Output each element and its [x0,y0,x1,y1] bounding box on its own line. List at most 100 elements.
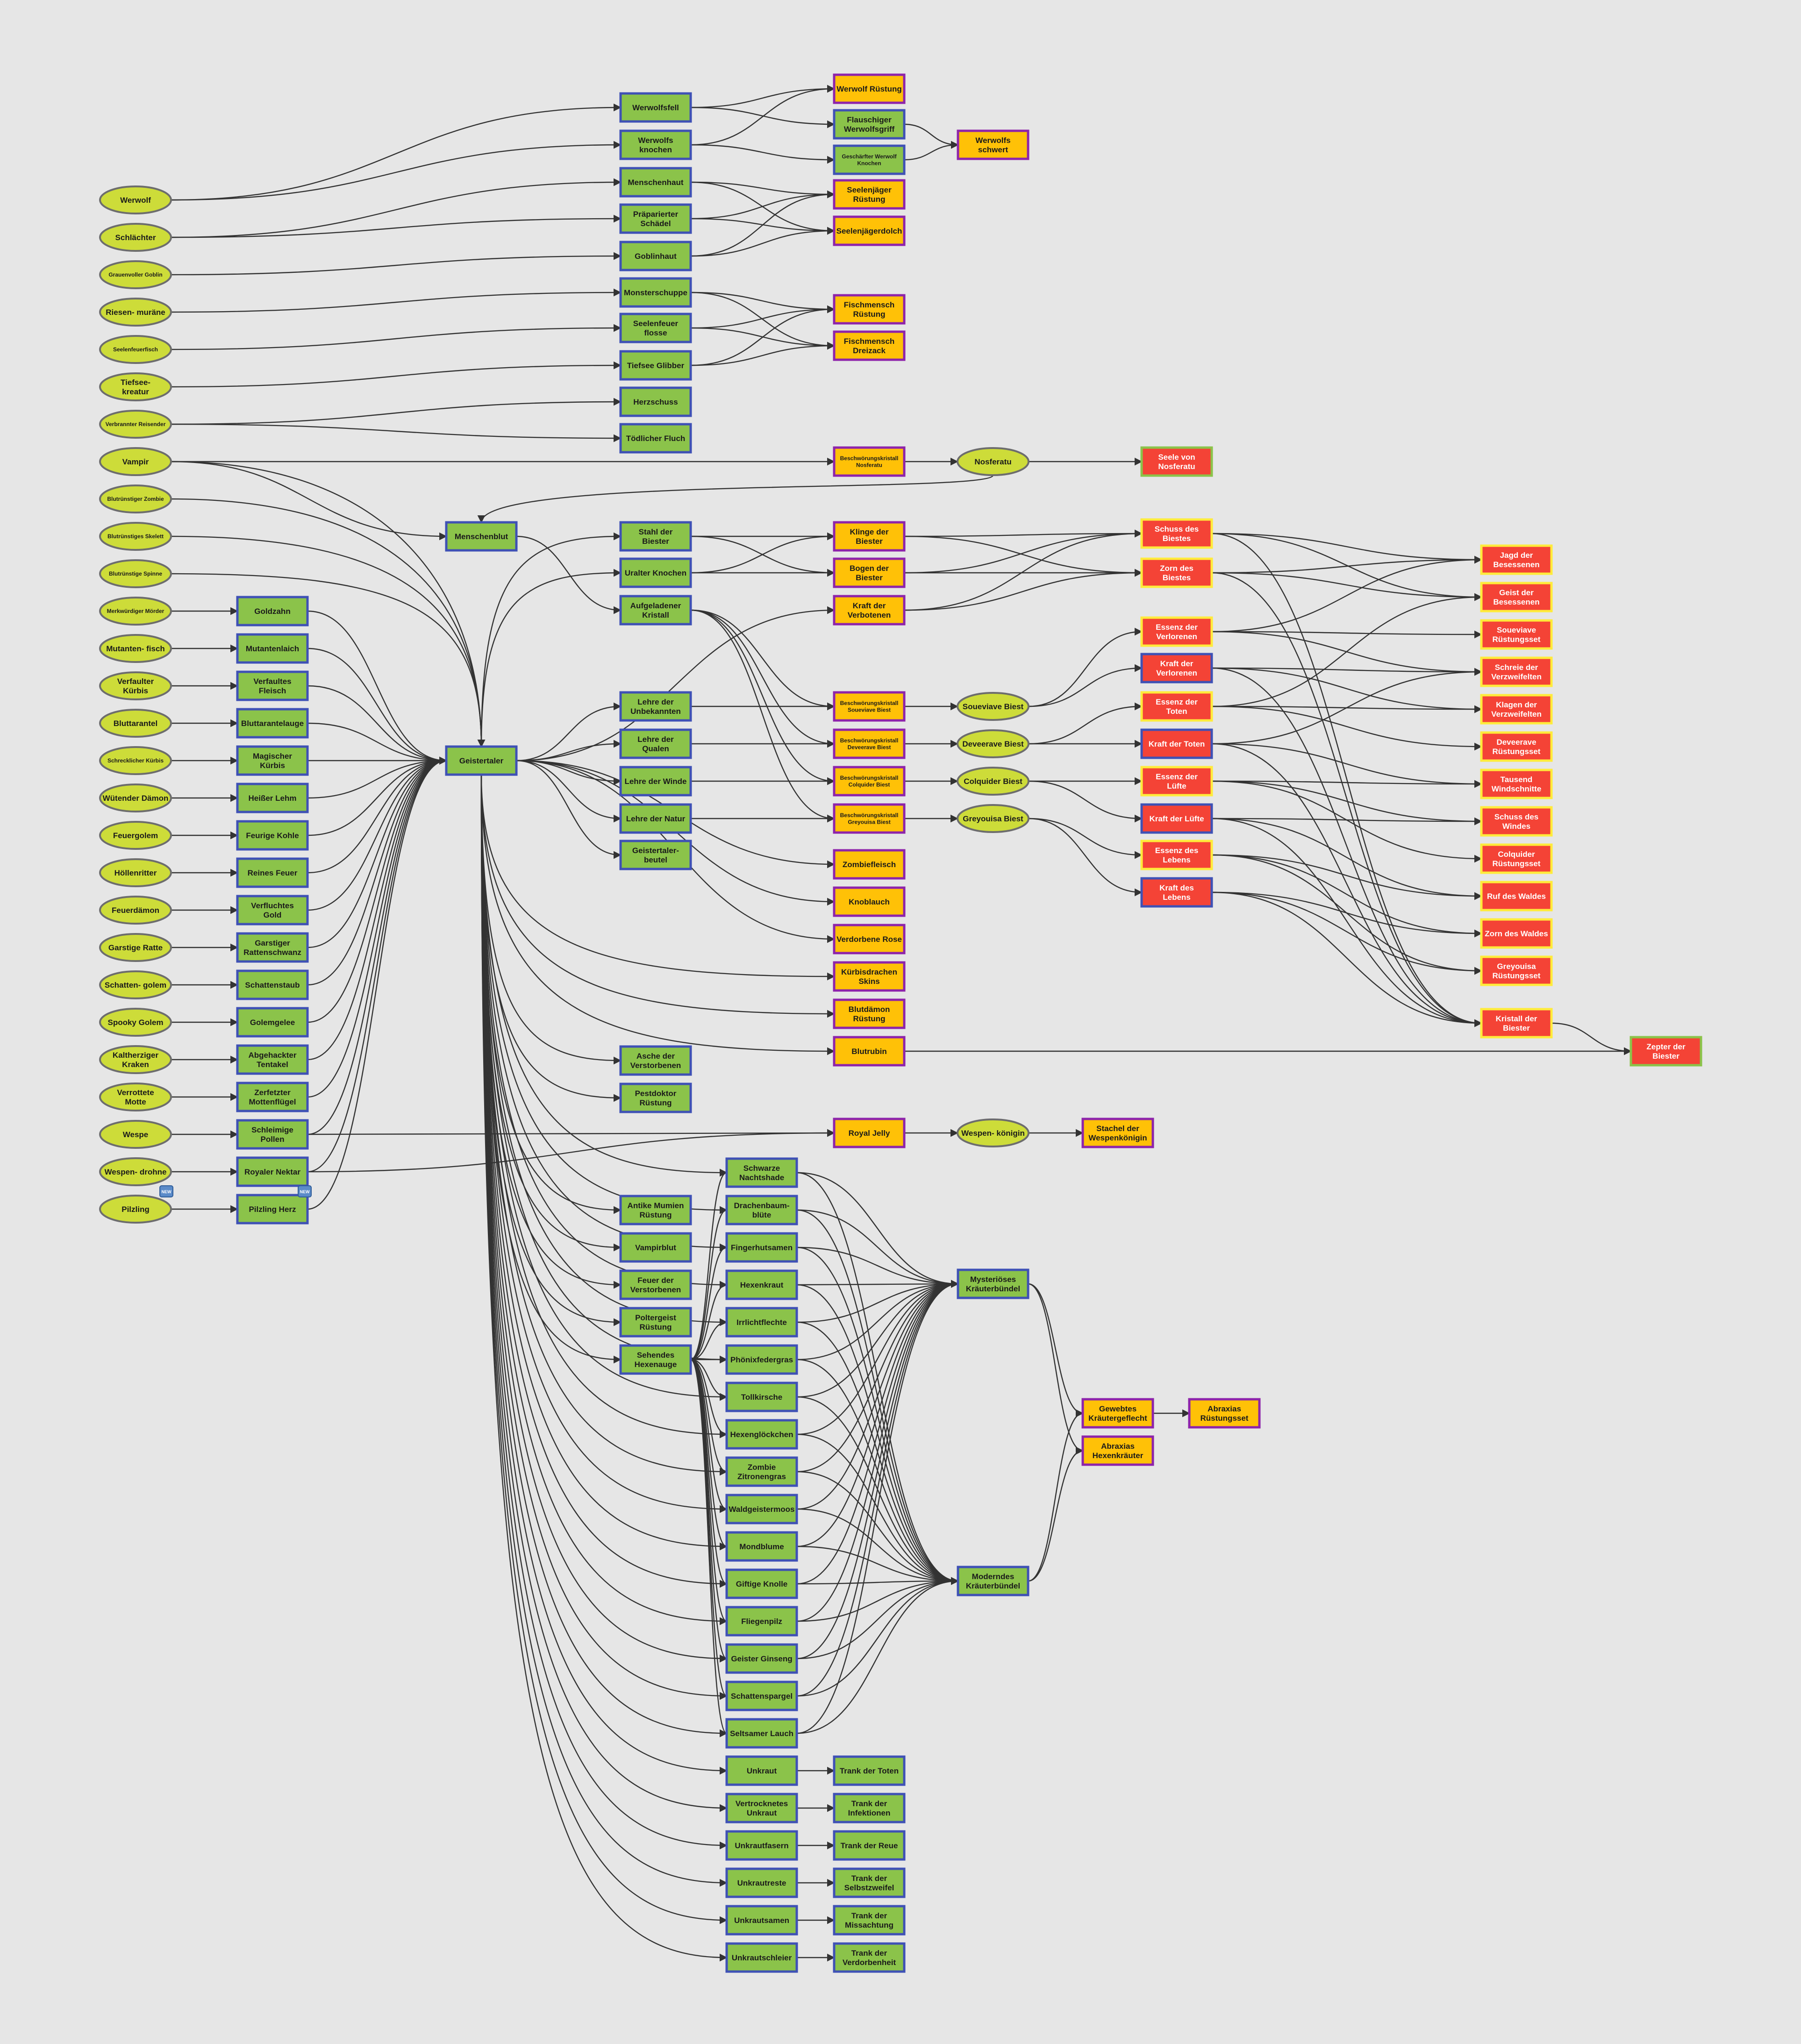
edge-i_kraftverboten-to-r_schuss [904,529,1143,611]
edge-m_pilzherz-to-m_geistertaler [307,756,447,1210]
edge-m_geistertaler-to-m_lehre_natur [516,760,622,823]
edge-h_tollkirsche-to-m_mysterioes [796,1280,959,1398]
edge-h_knolle-to-m_mysterioes [796,1280,959,1585]
node-h-unkrautschleier: Unkrautschleier [725,1942,798,1973]
node-shape [833,144,906,175]
node-s-ratte: Garstige Ratte [99,933,172,962]
node-label: Wütender Dämon [103,794,169,803]
node-label: Hexenglöckchen [730,1430,793,1439]
node-label: Zombie Zitronengras [737,1463,786,1481]
node-label: Kürbisdrachen Skins [841,968,897,986]
node-shape [1140,653,1213,684]
node-shape [619,1083,692,1113]
edge-m_kristall-to-i_bk_greyouisa [690,609,835,823]
edge-m_hexenauge-to-h_hexenkraut [690,1281,728,1360]
edge-s_werwolf-to-m_werwolfsknochen [171,141,622,201]
node-x-geist: Geist der Besessenen [1480,582,1553,612]
node-h-knolle: Giftige Knolle [725,1568,798,1599]
edge-m_menschenblut-to-m_kristall [516,535,622,614]
node-label: Trank der Toten [840,1766,899,1775]
edge-m_hexenauge-to-h_irrlicht [690,1318,728,1360]
node-label: Tiefsee Glibber [627,361,685,370]
node-label: Unkraut [747,1766,777,1775]
edge-h_mondblume-to-m_modernd [796,1545,959,1585]
node-r-essenz-toten: Essenz der Toten [1140,691,1213,722]
node-m-schaedel: Präparierter Schädel [619,203,692,234]
node-label: Bluttarantelauge [241,719,304,728]
node-label: Abraxias Rüstungsset [1201,1404,1249,1423]
edge-r_kraft_verl-to-x_schreie [1211,667,1482,676]
node-label: Reines Feuer [248,869,298,877]
node-shape [725,1867,798,1898]
node-i-bk-soueviave: Beschwörungskristall Soueviave Biest [833,691,906,722]
edge-r_kraft_verl-to-x_kristall [1211,667,1482,1027]
node-label: Feuergolem [113,831,158,840]
node-shape [99,709,172,738]
node-shape [99,858,172,887]
edge-h_lauch-to-m_modernd [796,1577,959,1734]
node-m-stahl: Stahl der Biester [619,521,692,552]
node-label: Pestdoktor Rüstung [635,1089,677,1107]
edge-m_geistertaler-to-m_lehre_unbekannt [516,702,622,762]
node-m-kohle: Feurige Kohle [236,820,309,851]
edge-s_seelenfeuerfisch-to-m_seelenflosse [171,324,622,350]
node-shape [833,803,906,834]
node-shape [1480,843,1553,874]
edge-m_geistertaler-to-m_lehre_qualen [516,740,622,762]
new-badge-label: NEW [162,1189,172,1194]
node-label: Bluttarantel [114,719,157,728]
node-label: Menschenhaut [628,178,683,187]
edge-r_essenz_leben-to-x_ruf [1211,854,1482,900]
node-shape [1140,691,1213,722]
node-label: Deveerave Biest [962,740,1024,748]
node-x-tausend: Tausend Windschnitte [1480,769,1553,799]
edge-m_golemgelee-to-m_geistertaler [307,756,447,1023]
node-i-trank-verd: Trank der Verdorbenheit [833,1942,906,1973]
node-shape [99,1120,172,1149]
edge-s_colquider-to-r_kraft_luefte [1028,780,1143,823]
node-x-greyouisa-set: Greyouisa Rüstungsset [1480,955,1553,986]
node-s-schattengolem: Schatten- golem [99,970,172,999]
node-h-phoenix: Phönixfedergras [725,1344,798,1375]
node-shape [957,767,1029,796]
node-shape [99,896,172,925]
node-label: Herzschuss [633,398,678,406]
node-shape [619,1344,692,1375]
node-i-fischruest: Fischmensch Rüstung [833,294,906,325]
edge-m_mottenfluegel-to-m_geistertaler [307,756,447,1098]
node-r-kraft-luefte: Kraft der Lüfte [1140,803,1213,834]
node-label: Unkrautsamen [734,1916,789,1925]
edge-h_hexenglock-to-m_mysterioes [796,1280,959,1435]
node-shape [1480,619,1553,650]
node-m-bluttarantelauge: Bluttarantelauge [236,708,309,739]
node-i-trank-miss: Trank der Missachtung [833,1905,906,1936]
node-i-blutdaemon: Blutdämon Rüstung [833,998,906,1029]
edge-m_werwolfsfell-to-i_werwolfruest [690,85,835,108]
node-label: Werwolfs knochen [638,136,673,154]
edge-r_schuss-to-x_kristall [1211,533,1482,1027]
node-label: Tollkirsche [741,1393,783,1402]
edge-m_hexenauge-to-h_nachtshade [690,1168,728,1360]
node-label: Magischer Kürbis [253,752,292,770]
edge-h_waldgeister-to-m_modernd [796,1508,959,1585]
node-h-unkrautreste: Unkrautreste [725,1867,798,1898]
node-s-drohne: Wespen- drohne [99,1157,172,1186]
edge-m_geistertaler-to-h_mondblume [480,774,728,1551]
edge-s_skelett-to-m_geistertaler [171,535,486,748]
node-label: Blutrünstiger Zombie [107,496,164,502]
node-label: Schlächter [115,233,156,242]
node-m-pestdoktor: Pestdoktor Rüstung [619,1083,692,1113]
node-shape [725,1942,798,1973]
node-label: Schreie der Verzweifelten [1491,663,1542,681]
node-shape [1140,616,1213,647]
node-h-spargel: Schattenspargel [725,1681,798,1711]
node-shape [833,1755,906,1786]
node-label: Heißer Lehm [249,794,297,803]
node-m-hexenauge: Sehendes Hexenauge [619,1344,692,1375]
node-i-bogen: Bogen der Biester [833,557,906,588]
edge-h_ginseng-to-m_modernd [796,1577,959,1659]
node-s-kraken: Kaltherziger Kraken [99,1045,172,1074]
node-shape [619,386,692,417]
node-s-hoellenritter: Höllenritter [99,858,172,887]
